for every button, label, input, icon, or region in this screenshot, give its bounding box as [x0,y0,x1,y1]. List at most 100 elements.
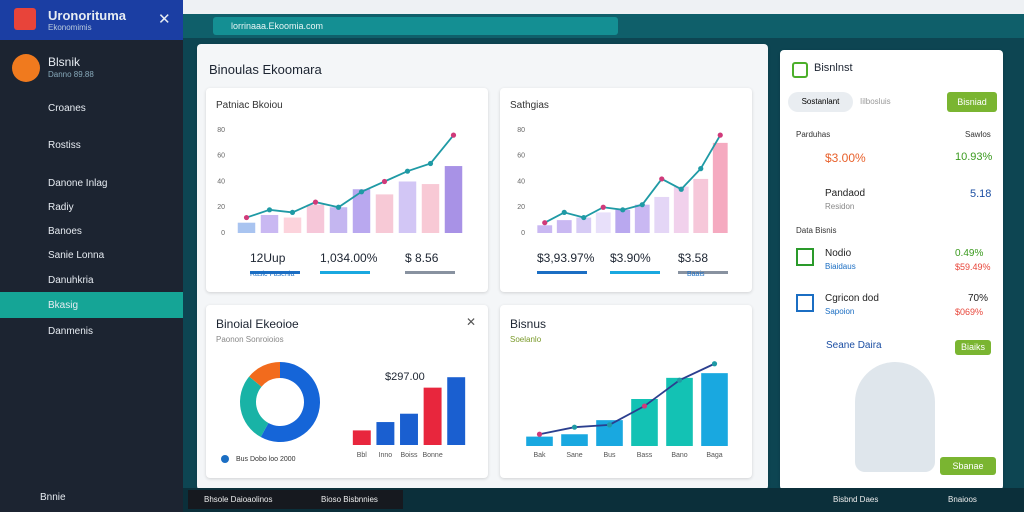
tab[interactable]: Iilbosluis [860,97,891,106]
icon [796,248,814,266]
legend: Rasic Fasenia [250,271,294,278]
menu-item[interactable]: Radiy [48,202,74,213]
brand-sub: Ekonomimis [48,23,92,32]
x-tick-label: Boiss [400,452,418,459]
x-tick-label: Bass [637,452,653,459]
x-tick-label: Sane [566,452,582,459]
bar [400,413,418,445]
x-tick-label: Bbl [357,452,368,459]
dot [717,132,723,138]
legend: Baais [687,271,705,278]
bar [421,184,440,233]
footer[interactable]: Bnnie [40,492,66,503]
dot [676,377,683,383]
y-tick-label: 40 [517,178,525,185]
x-tick-label: Inno [379,452,393,459]
card: Patniac Bkoiou [206,88,488,292]
bar [666,377,693,446]
dot [639,202,645,208]
bar [712,142,728,233]
legend: Bus Dobo loo 2000 [236,456,296,463]
close[interactable]: ✕ [158,11,171,28]
dot [358,189,365,195]
value: 70% [968,293,989,304]
dot [450,132,457,138]
bar [447,377,466,445]
bar [283,217,302,233]
label: Nodio [825,248,852,259]
card-title: Patniac Bkoiou [216,100,283,111]
donut-slice [249,362,280,387]
label: Sawlos [965,130,991,139]
legend-dot [221,455,229,463]
menu-item[interactable]: Danone Inlag [48,178,108,189]
card-sub: Paonon Sonroioios [216,335,284,344]
menu-item[interactable]: Danuhkria [48,275,94,286]
sidebar: Uronorituma Ekonomimis ✕ Blsnik Danno 89… [0,0,183,512]
dot [427,160,434,167]
card: Sathgias [500,88,752,292]
dot [678,186,684,192]
x-tick-label: Bonne [422,452,442,459]
label: Pandaod [825,188,866,199]
main-title: Binoulas Ekoomara [209,62,322,77]
button[interactable]: Biaiks [955,340,991,355]
dot [641,403,648,409]
bar [561,434,588,446]
menu-item[interactable]: Rostiss [48,140,81,151]
bar [444,166,463,233]
bar [634,204,650,233]
bar [423,387,442,445]
bar [615,209,631,233]
y-tick-label: 20 [217,204,225,211]
menu-item[interactable]: Sanie Lonna [48,250,105,261]
label: Seane Daira [826,340,882,351]
x-tick-label: Bak [533,452,546,459]
value: 0.49% [955,248,984,259]
button[interactable]: Bisniad [947,92,997,112]
donut-slice [260,362,320,443]
icon [796,294,814,312]
label: Parduhas [796,130,831,139]
progress [320,271,370,274]
illustration [855,362,935,472]
right-panel: Bisnlnst Sostanlant Iilbosluis Bisniad P… [780,50,1003,490]
progress [250,271,300,274]
menu-item[interactable]: Bkasig [48,300,79,311]
button[interactable]: Sbanae [940,457,996,475]
dot [312,199,319,205]
dot [289,209,296,215]
stat: 1,034.00% [320,251,378,265]
bar [576,217,592,233]
dot [600,204,606,210]
bar [673,186,689,233]
x-tick-label: Bano [671,452,687,459]
menu-item[interactable]: Danmenis [48,326,94,337]
dot [404,168,411,174]
close[interactable]: ✕ [466,315,477,329]
menu-item[interactable]: Croanes [48,103,86,114]
line [246,134,455,219]
task[interactable]: Bnaioos [948,495,977,504]
stat: $ 8.56 [405,251,439,265]
active-item [0,292,183,318]
bar [556,220,572,233]
value: $3.00% [825,151,866,165]
task[interactable]: Bisbnd Daes [833,495,879,504]
bar [537,225,553,233]
card-title: Sathgias [510,100,549,111]
y-tick-label: 40 [217,178,225,185]
task[interactable]: Bioso Bisbnnies [305,490,403,509]
menu-item[interactable]: Banoes [48,226,82,237]
url[interactable]: lorrinaaa.Ekoomia.com [213,17,618,35]
dot [243,214,250,221]
tab[interactable]: Sostanlant [788,92,853,112]
task[interactable]: Bhsole Daioaolinos [188,490,305,509]
dot [536,431,543,437]
dot [381,178,388,185]
value: $069% [955,307,984,317]
bar [398,181,417,233]
y-tick-label: 0 [221,230,225,237]
